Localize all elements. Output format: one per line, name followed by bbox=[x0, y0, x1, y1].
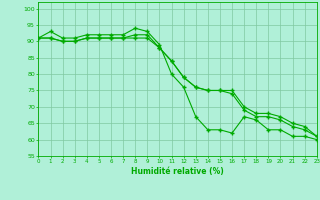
X-axis label: Humidité relative (%): Humidité relative (%) bbox=[131, 167, 224, 176]
